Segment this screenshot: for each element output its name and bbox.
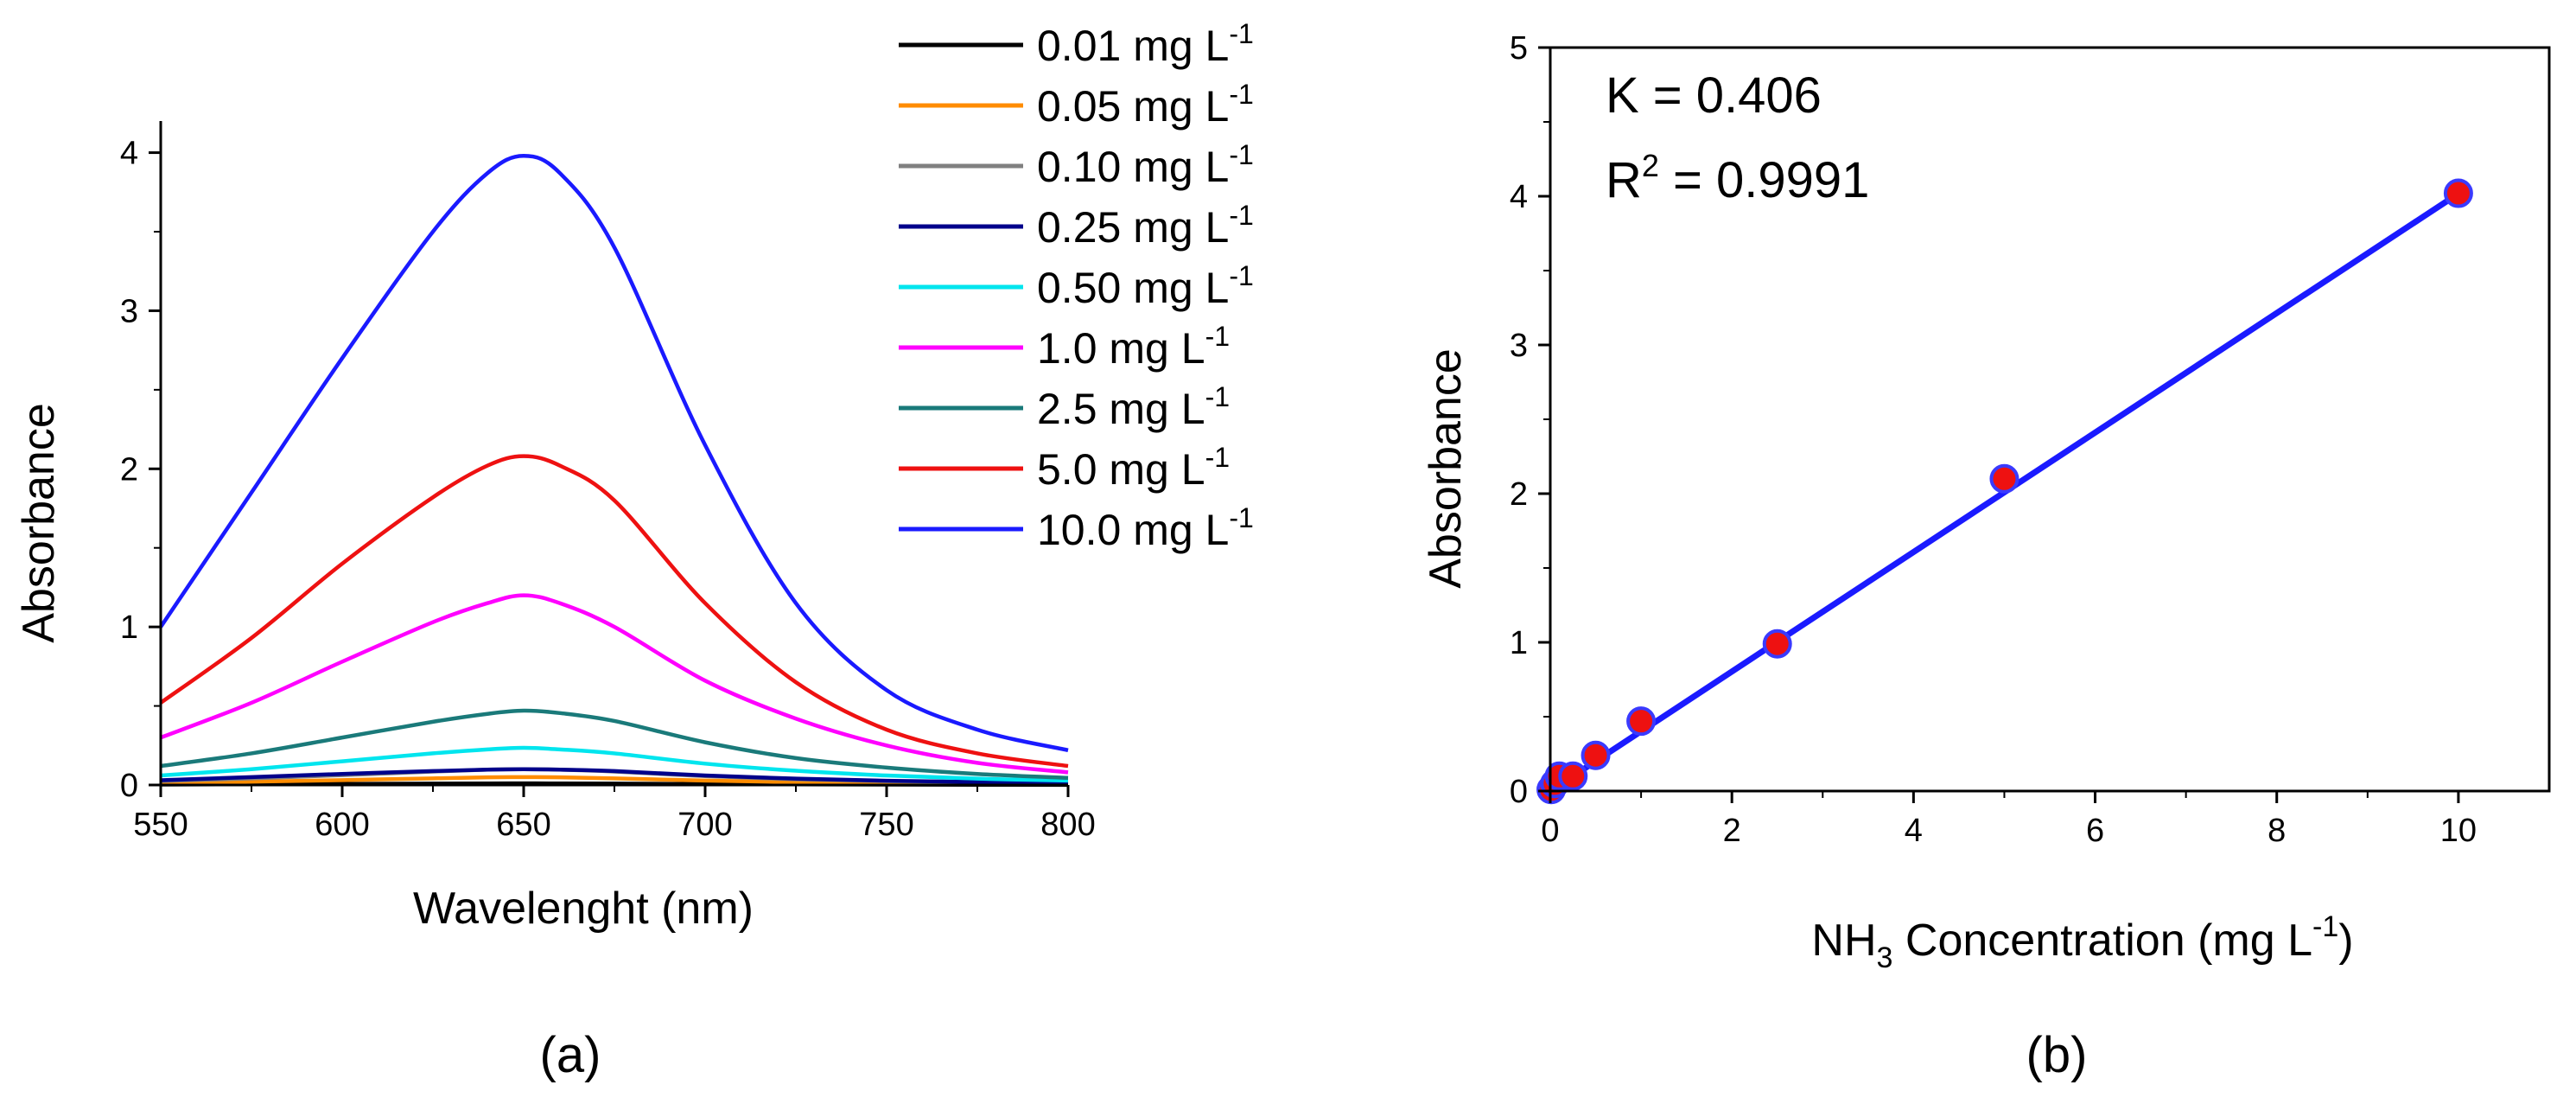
series-line-5.0 xyxy=(159,454,1069,769)
panel-a-y-tick-label: 2 xyxy=(120,451,138,488)
legend-label-10.0: 10.0 mg L-1 xyxy=(1037,502,1254,554)
series-line-0.50 xyxy=(160,745,1069,783)
panel-b-y-tick-label: 1 xyxy=(1510,625,1528,661)
panel-b-x-tick-label: 0 xyxy=(1541,813,1559,849)
r2-annotation: R2 = 0.9991 xyxy=(1606,148,1869,208)
panel-a-legend: 0.01 mg L-1 0.05 mg L-1 0.10 mg L-1 0.25 mg… xyxy=(899,18,1254,554)
legend-label-5.0: 5.0 mg L-1 xyxy=(1037,442,1230,494)
k-annotation: K = 0.406 xyxy=(1606,67,1822,124)
legend-label-1.0: 1.0 mg L-1 xyxy=(1037,321,1230,373)
data-point xyxy=(1626,706,1657,737)
legend-label-0.50: 0.50 mg L-1 xyxy=(1037,260,1254,312)
panel-a-y-tick-label: 1 xyxy=(120,609,138,646)
panel-a-x-tick-label: 700 xyxy=(677,807,732,843)
panel-a-x-tick-label: 800 xyxy=(1040,807,1095,843)
legend-label-0.25: 0.25 mg L-1 xyxy=(1037,200,1254,252)
panel-a-y-tick-label: 3 xyxy=(120,293,138,329)
panel-b-x-tick-label: 10 xyxy=(2440,813,2477,849)
data-point xyxy=(1558,761,1588,791)
panel-b-x-tick-label: 8 xyxy=(2268,813,2286,849)
panel-a-x-tick-label: 750 xyxy=(859,807,913,843)
series-line-0.25 xyxy=(160,767,1069,785)
panel-b-x-title-exp: -1 xyxy=(2312,910,2338,943)
legend-label-2.5: 2.5 mg L-1 xyxy=(1037,381,1230,433)
panel-b-label: (b) xyxy=(2026,1027,2088,1083)
panel-b-y-tick-label: 4 xyxy=(1510,179,1528,215)
panel-b-ticks: 0 2 4 6 8 10 0 1 2 3 4 5 xyxy=(1510,30,2477,849)
r2-label: R xyxy=(1606,152,1642,208)
data-point xyxy=(1989,463,2019,494)
r2-value: = 0.9991 xyxy=(1659,152,1870,208)
r2-exp: 2 xyxy=(1642,148,1659,183)
data-point xyxy=(1762,629,1792,659)
panel-a-label: (a) xyxy=(540,1027,601,1083)
panel-a-x-tick-label: 600 xyxy=(315,807,369,843)
panel-b-x-title-post: Concentration (mg L xyxy=(1892,916,2312,966)
panel-b-x-tick-label: 6 xyxy=(2086,813,2104,849)
legend-label-0.10: 0.10 mg L-1 xyxy=(1037,139,1254,191)
panel-a-series xyxy=(159,153,1069,788)
data-point xyxy=(2443,178,2473,208)
series-line-2.5 xyxy=(160,708,1069,781)
panel-a-x-axis-title: Wavelenght (nm) xyxy=(413,884,754,934)
series-line-1.0 xyxy=(160,593,1069,775)
panel-b-x-title-close: ) xyxy=(2338,916,2353,966)
panel-a: 550 600 650 700 750 800 0 1 2 3 4 Absorbance Wavel… xyxy=(14,18,1254,1083)
legend-label-0.01: 0.01 mg L-1 xyxy=(1037,18,1254,70)
panel-b-y-tick-label: 0 xyxy=(1510,774,1528,810)
panel-a-ticks: 550 600 650 700 750 800 0 1 2 3 4 xyxy=(120,136,1096,843)
panel-b-y-axis-title: Absorbance xyxy=(1421,348,1471,589)
panel-a-x-tick-label: 550 xyxy=(133,807,188,843)
data-point xyxy=(1581,740,1611,770)
panel-b-y-tick-label: 5 xyxy=(1510,30,1528,67)
panel-b-y-tick-label: 2 xyxy=(1510,476,1528,513)
series-line-10.0 xyxy=(159,153,1069,752)
panel-b-x-title-sub: 3 xyxy=(1877,941,1893,974)
panel-b-x-tick-label: 4 xyxy=(1905,813,1923,849)
panel-a-y-tick-label: 0 xyxy=(120,768,138,804)
panel-a-x-tick-label: 650 xyxy=(496,807,550,843)
panel-a-y-axis-title: Absorbance xyxy=(14,403,64,643)
panel-b-y-tick-label: 3 xyxy=(1510,328,1528,364)
legend-label-0.05: 0.05 mg L-1 xyxy=(1037,79,1254,131)
panel-a-y-tick-label: 4 xyxy=(120,136,138,172)
panel-b-x-axis-title: NH3 Concentration (mg L-1) xyxy=(1811,910,2353,974)
panel-b-x-tick-label: 2 xyxy=(1723,813,1741,849)
panel-b-x-title-pre: NH xyxy=(1811,916,1876,966)
panel-a-axes xyxy=(159,121,1068,787)
